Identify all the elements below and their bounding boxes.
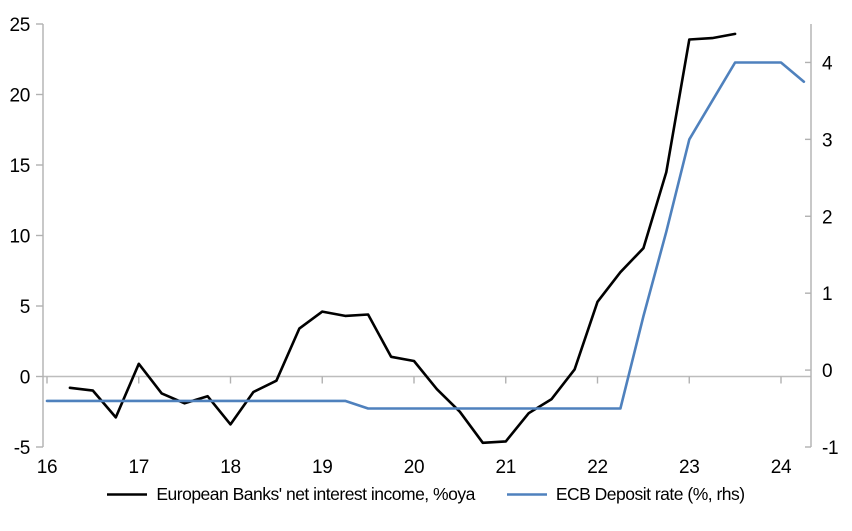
x-axis-tick-label: 21 bbox=[495, 457, 516, 478]
nii-line-sample bbox=[107, 493, 148, 496]
x-axis-tick-label: 22 bbox=[587, 457, 608, 478]
legend-label-nii: European Banks' net interest income, %oy… bbox=[156, 484, 475, 504]
x-axis-tick-label: 23 bbox=[679, 457, 700, 478]
x-axis-tick-label: 17 bbox=[128, 457, 149, 478]
legend-label-ecb-rate: ECB Deposit rate (%, rhs) bbox=[555, 484, 745, 504]
legend-item-ecb-rate: ECB Deposit rate (%, rhs) bbox=[506, 484, 745, 505]
x-axis-tick-label: 18 bbox=[220, 457, 241, 478]
legend: European Banks' net interest income, %oy… bbox=[0, 484, 852, 505]
left-axis-tick-label: 10 bbox=[9, 227, 30, 248]
left-axis-tick-label: 25 bbox=[9, 15, 30, 36]
right-axis-tick-label: 0 bbox=[822, 361, 832, 382]
right-axis-tick-label: 2 bbox=[822, 207, 832, 228]
left-axis-tick-label: 5 bbox=[20, 297, 30, 318]
series-line-ecb-rate bbox=[45, 61, 806, 410]
x-axis-tick-label: 19 bbox=[312, 457, 333, 478]
left-axis-tick-label: 15 bbox=[9, 156, 30, 177]
ecb-line-sample bbox=[506, 493, 547, 496]
right-axis-tick-label: 3 bbox=[822, 130, 832, 151]
right-axis-tick-label: 1 bbox=[822, 284, 832, 305]
right-axis-tick-label: 4 bbox=[822, 53, 833, 74]
series-line-nii bbox=[68, 32, 737, 445]
right-axis-tick-label: -1 bbox=[822, 438, 838, 459]
x-axis-tick-label: 16 bbox=[37, 457, 58, 478]
left-axis-tick-label: 20 bbox=[9, 86, 30, 107]
x-axis-tick-label: 20 bbox=[404, 457, 425, 478]
x-axis-tick-label: 24 bbox=[771, 457, 792, 478]
legend-item-nii: European Banks' net interest income, %oy… bbox=[107, 484, 475, 505]
left-axis-tick-label: -5 bbox=[14, 438, 30, 459]
left-axis-tick-label: 0 bbox=[20, 368, 30, 389]
